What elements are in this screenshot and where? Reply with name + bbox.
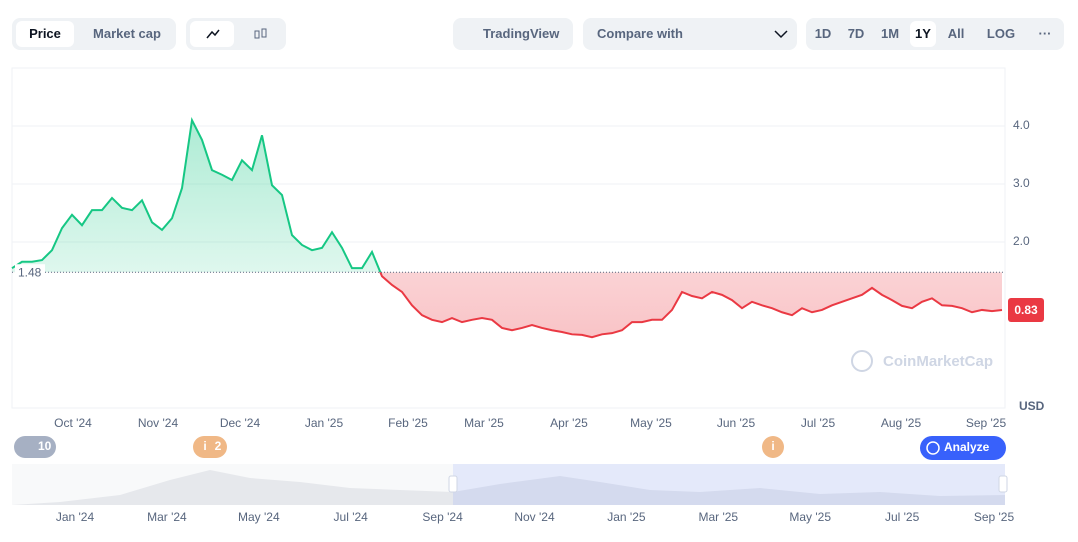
event-icon: i xyxy=(771,439,774,453)
last-price-badge xyxy=(1008,297,1044,322)
baseline-label: 1.48 xyxy=(18,265,42,279)
watermark-logo xyxy=(851,350,873,372)
last-price-label: 0.83 xyxy=(1014,303,1038,317)
navigator-label: Sep '25 xyxy=(974,510,1015,524)
x-tick-label: Dec '24 xyxy=(220,416,261,430)
tradingview-label: TradingView xyxy=(483,26,560,41)
watermark: CoinMarketCap xyxy=(883,353,993,370)
tradingview-button[interactable]: TradingView xyxy=(453,18,573,50)
tab[interactable]: Price xyxy=(16,21,74,47)
navigator xyxy=(12,464,1008,505)
x-tick-label: Apr '25 xyxy=(550,416,588,430)
line-chart-button[interactable] xyxy=(190,21,234,47)
line-down xyxy=(379,272,1003,339)
tab[interactable]: Market cap xyxy=(93,26,161,41)
tab-group: Price Market cap xyxy=(12,18,176,50)
compare-label: Compare with xyxy=(597,26,683,41)
navigator-label: Mar '25 xyxy=(698,510,738,524)
chart-type-group xyxy=(186,18,286,50)
x-tick-label: Mar '25 xyxy=(464,416,504,430)
baseline-label-bg xyxy=(15,264,45,281)
history-badge[interactable] xyxy=(14,436,56,458)
navigator-label: May '25 xyxy=(789,510,831,524)
range-button[interactable]: 1Y xyxy=(910,21,936,47)
range-group: 1D 7D 1M 1Y All LOG ··· xyxy=(806,18,1064,50)
compare-dropdown[interactable]: Compare with xyxy=(583,18,797,50)
y-tick-label: 3.0 xyxy=(1013,176,1030,190)
plot-frame xyxy=(11,67,1006,409)
x-tick-label: Jan '25 xyxy=(305,416,344,430)
navigator-label: Jul '24 xyxy=(334,510,369,524)
navigator-label: Jan '24 xyxy=(56,510,95,524)
unit: USD xyxy=(1019,399,1045,413)
y-tick-label: 2.0 xyxy=(1013,234,1030,248)
range-button[interactable]: 1D xyxy=(814,26,832,41)
x-tick-label: Nov '24 xyxy=(138,416,179,430)
x-tick-label: Oct '24 xyxy=(54,416,92,430)
analyze-label: Analyze xyxy=(944,440,990,454)
navigator-label: May '24 xyxy=(238,510,280,524)
line-up xyxy=(11,116,382,273)
navigator-label: Mar '24 xyxy=(147,510,187,524)
event-marker[interactable] xyxy=(193,436,784,458)
history-count: 10 xyxy=(38,439,52,453)
event-count: 2 xyxy=(215,439,222,453)
x-tick-label: May '25 xyxy=(630,416,672,430)
navigator-label: Nov '24 xyxy=(514,510,555,524)
x-tick-label: Jul '25 xyxy=(801,416,836,430)
event-icon: i xyxy=(203,439,206,453)
x-tick-label: Sep '25 xyxy=(966,416,1007,430)
more-button[interactable]: ··· xyxy=(1038,26,1052,41)
x-tick-label: Jun '25 xyxy=(717,416,756,430)
area-up xyxy=(12,120,1002,273)
x-tick-label: Feb '25 xyxy=(388,416,428,430)
area-down xyxy=(380,272,1002,338)
x-tick-label: Aug '25 xyxy=(881,416,922,430)
range-button[interactable]: 7D xyxy=(847,26,865,41)
navigator-label: Jul '25 xyxy=(885,510,920,524)
candle-chart-button[interactable] xyxy=(238,21,282,47)
navigator-label: Jan '25 xyxy=(607,510,646,524)
y-tick-label: 4.0 xyxy=(1013,118,1030,132)
range-button[interactable]: 1M xyxy=(880,26,900,41)
analyze-button[interactable] xyxy=(920,436,1006,460)
range-button[interactable]: All xyxy=(947,26,965,41)
log-button[interactable]: LOG xyxy=(986,26,1016,41)
navigator-label: Sep '24 xyxy=(422,510,463,524)
